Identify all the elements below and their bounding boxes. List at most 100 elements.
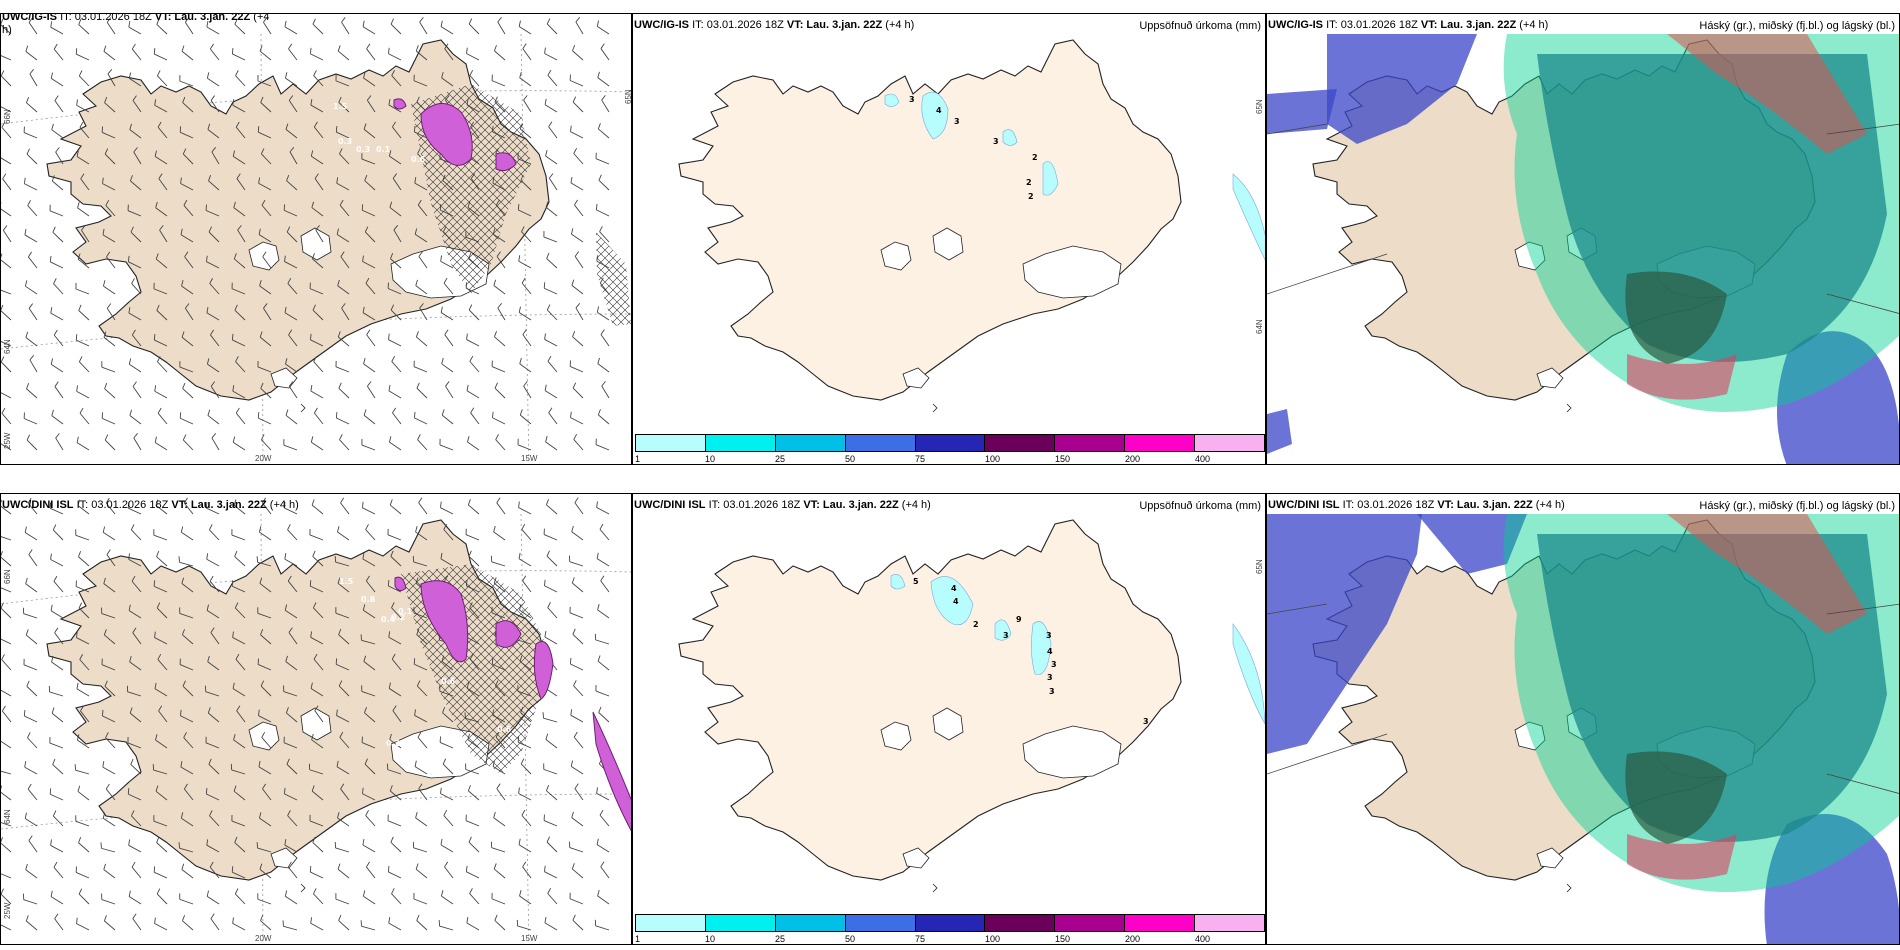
wind-barb bbox=[28, 554, 38, 567]
wind-barb bbox=[154, 637, 168, 645]
wind-barb bbox=[23, 418, 38, 425]
wind-barb bbox=[413, 898, 428, 905]
wind-barb bbox=[310, 688, 324, 697]
wind-barbs bbox=[1, 17, 610, 451]
wind-barb bbox=[23, 899, 38, 905]
wind-barb bbox=[596, 844, 610, 853]
wind-barb bbox=[392, 178, 402, 191]
wind-barb bbox=[28, 840, 38, 853]
wind-barb bbox=[258, 131, 272, 139]
contour-label: 1.5 bbox=[339, 577, 354, 586]
wind-barb bbox=[154, 339, 168, 347]
wind-barb bbox=[154, 390, 168, 399]
high-cloud-edge bbox=[1667, 34, 1867, 154]
wind-barb bbox=[105, 737, 116, 749]
glacier bbox=[270, 367, 298, 389]
wind-barb bbox=[366, 866, 376, 879]
wind-barb bbox=[235, 126, 246, 139]
wind-barb bbox=[491, 561, 506, 567]
wind-barb bbox=[287, 815, 298, 827]
wind-barb bbox=[469, 893, 480, 905]
wind-barb bbox=[132, 918, 142, 931]
wind-barb bbox=[413, 80, 428, 87]
wind-barb bbox=[131, 866, 142, 879]
wind-barb bbox=[206, 312, 220, 321]
wind-barb bbox=[414, 766, 428, 775]
wind-barb bbox=[313, 126, 324, 139]
colorbar bbox=[635, 434, 1265, 452]
wind-barb bbox=[572, 50, 584, 61]
wind-barb bbox=[336, 131, 350, 139]
wind-barb bbox=[234, 309, 246, 321]
high-cloud-edge bbox=[1627, 354, 1737, 400]
wind-barb bbox=[311, 790, 324, 801]
wind-barb bbox=[494, 387, 506, 399]
wind-barb bbox=[569, 612, 584, 619]
wind-barb bbox=[2, 178, 12, 191]
wind-barb bbox=[543, 768, 558, 775]
wind-barb bbox=[257, 561, 272, 567]
wind-barb bbox=[209, 866, 220, 879]
wind-barb bbox=[522, 580, 532, 593]
wind-barb bbox=[390, 23, 402, 35]
wind-barb bbox=[153, 534, 168, 541]
wind-barb bbox=[180, 183, 194, 191]
wind-barb bbox=[569, 80, 584, 87]
lon-label-15: 15W bbox=[521, 934, 538, 943]
wind-barb bbox=[81, 229, 90, 243]
wind-barb bbox=[570, 714, 584, 723]
wind-barb bbox=[26, 439, 38, 451]
wind-barb bbox=[389, 739, 402, 749]
wind-barb bbox=[27, 502, 38, 515]
wind-barb bbox=[493, 531, 506, 541]
mid-cloud bbox=[1267, 89, 1337, 134]
wind-barb bbox=[101, 664, 116, 671]
wind-barb bbox=[156, 310, 168, 321]
wind-barb bbox=[53, 867, 64, 879]
wind-barb bbox=[362, 844, 376, 853]
wind-barb bbox=[361, 639, 376, 645]
wind-barb bbox=[367, 386, 376, 399]
wind-barb bbox=[310, 53, 324, 61]
wind-barb bbox=[335, 898, 350, 905]
mid-cloud bbox=[1327, 34, 1477, 144]
precip-panel-dini: UWC/DINI ISL IT: 03.01.2026 18Z VT: Lau.… bbox=[632, 493, 1266, 945]
wind-barb bbox=[54, 100, 64, 113]
wind-barb bbox=[338, 634, 350, 645]
wind-barb bbox=[312, 23, 324, 35]
wind-barb bbox=[414, 663, 428, 671]
wind-barb bbox=[337, 336, 350, 347]
wind-barb bbox=[258, 234, 272, 243]
wind-barb bbox=[493, 868, 506, 879]
wind-barb bbox=[363, 77, 376, 87]
precip-blob bbox=[495, 620, 522, 648]
wind-barb bbox=[518, 26, 532, 35]
wind-barb bbox=[260, 634, 272, 645]
wind-barb bbox=[572, 919, 584, 931]
wind-barb bbox=[388, 339, 402, 347]
wind-barb bbox=[413, 366, 428, 373]
wind-barb bbox=[311, 504, 324, 515]
wind-barb bbox=[128, 844, 142, 853]
wind-barb bbox=[183, 205, 194, 217]
wind-barb bbox=[128, 558, 142, 567]
wind-barb bbox=[257, 80, 272, 87]
lon-label-15: 15W bbox=[521, 454, 538, 463]
wind-barb bbox=[50, 78, 64, 87]
wind-barb bbox=[101, 899, 116, 905]
wind-barb bbox=[338, 388, 350, 399]
wind-barb bbox=[179, 80, 194, 87]
wind-barb bbox=[51, 712, 64, 723]
wind-barb bbox=[232, 156, 246, 165]
wind-barbs bbox=[1, 497, 610, 931]
panel-title: UWC/DINI ISL IT: 03.01.2026 18Z VT: Lau.… bbox=[1268, 499, 1565, 511]
wind-barb bbox=[310, 104, 324, 113]
colorbar-segment bbox=[915, 915, 986, 931]
wind-barb bbox=[104, 439, 116, 451]
wind-barb bbox=[157, 361, 168, 373]
wind-barb bbox=[444, 334, 454, 347]
wind-barb bbox=[309, 820, 324, 827]
wind-barb bbox=[417, 737, 428, 749]
wind-barb bbox=[390, 841, 402, 853]
wind-barb bbox=[180, 766, 194, 775]
